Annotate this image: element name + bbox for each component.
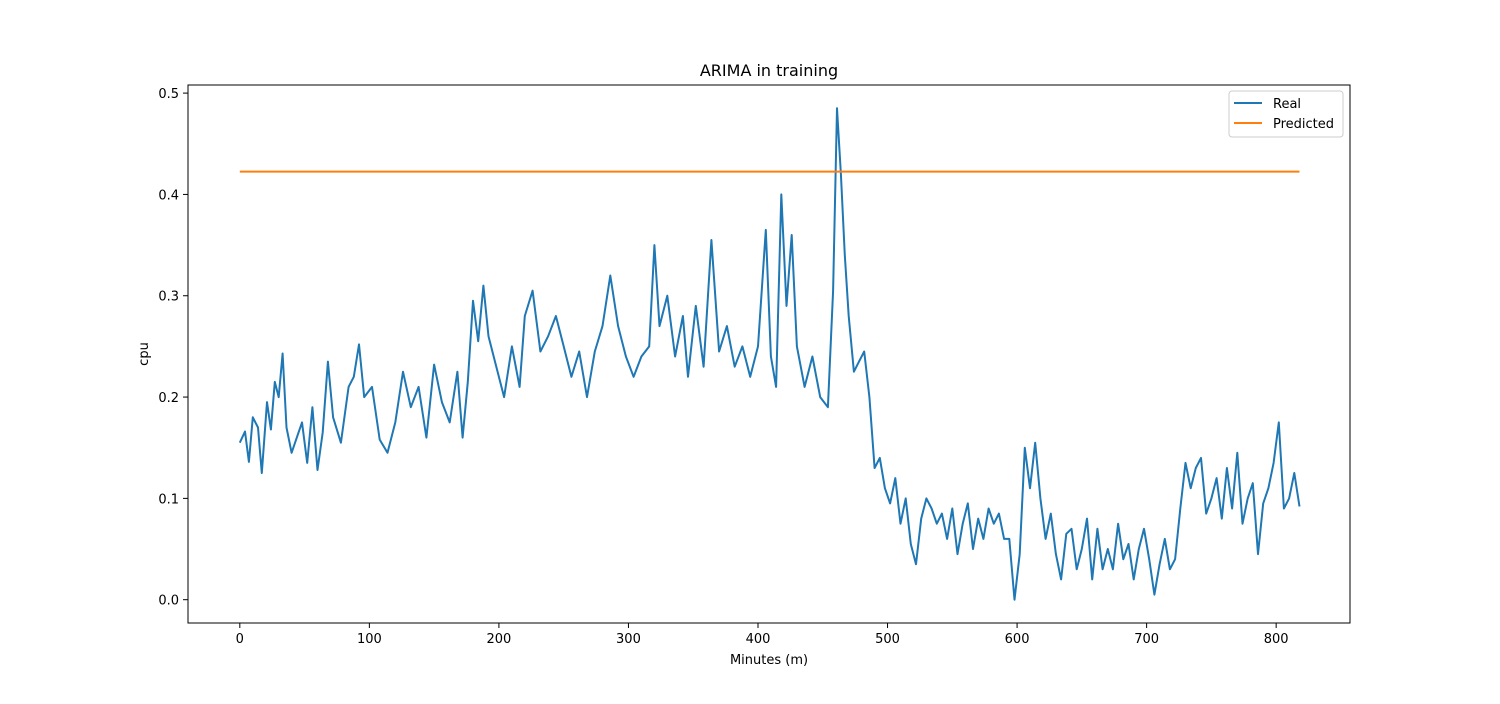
y-tick-label: 0.1 — [158, 492, 179, 507]
x-tick-label: 300 — [616, 632, 641, 647]
y-axis-label: cpu — [137, 342, 152, 366]
y-tick-label: 0.3 — [158, 290, 179, 305]
x-tick-label: 800 — [1264, 632, 1289, 647]
y-tick-label: 0.4 — [158, 188, 179, 203]
chart-title: ARIMA in training — [700, 61, 838, 80]
x-tick-label: 700 — [1134, 632, 1159, 647]
y-tick-label: 0.5 — [158, 87, 179, 102]
x-tick-label: 200 — [486, 632, 511, 647]
series-line-real — [238, 107, 1301, 601]
x-tick-label: 600 — [1005, 632, 1030, 647]
axes-frame — [187, 84, 1351, 624]
x-tick-label: 100 — [357, 632, 382, 647]
x-tick-label: 400 — [746, 632, 771, 647]
legend-label-predicted: Predicted — [1273, 117, 1334, 132]
y-tick-label: 0.2 — [158, 391, 179, 406]
x-tick-label: 0 — [236, 632, 244, 647]
axis-ticks: 0 100 200 300 400 500 600 700 800 0.0 0.1 0.2 0.3 0.4… — [158, 87, 1288, 647]
legend: Real Predicted — [1228, 90, 1344, 138]
x-axis-label: Minutes (m) — [730, 653, 808, 668]
plot-area — [238, 107, 1301, 601]
legend-label-real: Real — [1273, 97, 1301, 112]
x-tick-label: 500 — [875, 632, 900, 647]
y-tick-label: 0.0 — [158, 594, 179, 609]
